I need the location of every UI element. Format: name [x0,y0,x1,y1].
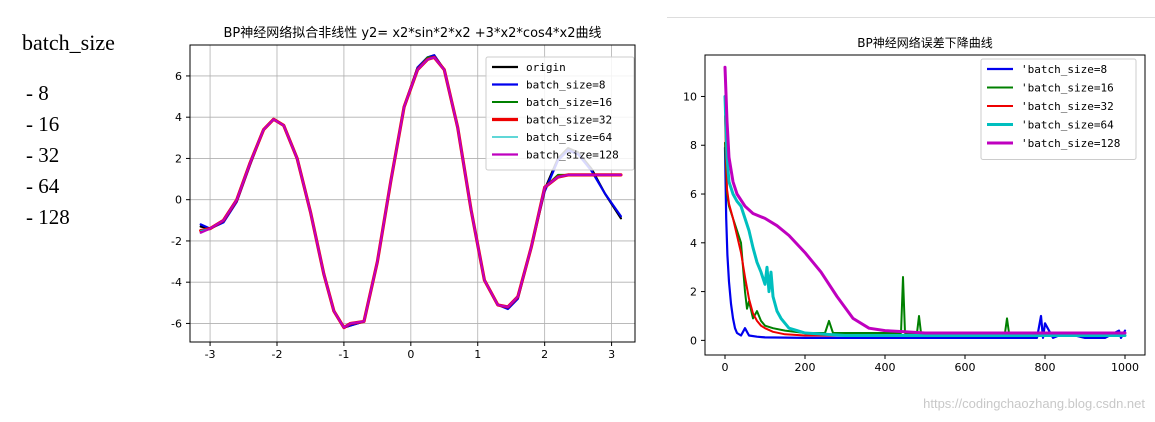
y-tick-label: 0 [690,334,697,347]
x-tick-label: 400 [875,361,896,374]
y-tick-label: 8 [690,139,697,152]
y-tick-label: 0 [175,194,182,207]
batch-size-item-128: - 128 [26,205,70,229]
y-tick-label: 10 [683,90,697,103]
legend-label-batch-size-32: 'batch_size=32 [1021,100,1114,113]
y-tick-label: -2 [171,235,182,248]
x-tick-label: 2 [541,348,548,361]
y-tick-label: 6 [175,70,182,83]
chart-title: BP神经网络拟合非线性 y2= x2*sin*2*x2 +3*x2*cos4*x… [223,25,601,41]
legend-box [485,56,635,171]
legend-label-batch-size-8: 'batch_size=8 [1021,63,1107,76]
x-tick-label: 200 [795,361,816,374]
series-line-batch-size-8 [723,146,1127,339]
y-tick-label: 2 [690,286,697,299]
y-tick-label: -4 [171,276,182,289]
x-tick-label: -2 [272,348,283,361]
batch-size-list: - 8 - 16 - 32 - 64 - 128 [26,78,70,233]
y-tick-label: -6 [171,317,182,330]
legend-label-batch-size-64: 'batch_size=64 [1021,119,1114,132]
y-tick-label: 2 [175,152,182,165]
legend-label-batch-size-8: batch_size=8 [526,79,605,92]
divider [667,17,1155,18]
x-tick-label: 0 [722,361,729,374]
y-tick-label: 4 [690,237,697,250]
legend-label-batch-size-32: batch_size=32 [526,114,612,127]
legend-box [980,58,1137,160]
x-tick-label: -1 [338,348,349,361]
legend-label-batch-size-16: batch_size=16 [526,96,612,109]
legend-label-batch-size-128: batch_size=128 [526,149,619,162]
chart-title: BP神经网络误差下降曲线 [857,35,992,50]
legend-label-batch-size-128: 'batch_size=128 [1021,137,1120,150]
loss-chart: BP神经网络误差下降曲线 0 200 400 600 800 1000 0 2 4 6 8 10 'bat… [683,35,1146,374]
plot-frame [704,54,1146,356]
x-tick-label: 1 [474,348,481,361]
series-line-batch-size-128 [723,65,1127,335]
series-line-batch-size-64 [723,95,1127,337]
plot-frame [189,44,636,343]
watermark: https://codingchaozhang.blog.csdn.net [923,396,1145,411]
legend-label-batch-size-16: 'batch_size=16 [1021,82,1114,95]
series-line-batch-size-128 [199,56,622,329]
y-tick-label: 6 [690,188,697,201]
legend-label-origin: origin [526,61,566,74]
x-tick-label: 1000 [1111,361,1139,374]
batch-size-item-8: - 8 [26,81,49,105]
x-tick-label: 0 [407,348,414,361]
series-line-batch-size-16 [724,141,1126,334]
batch-size-item-32: - 32 [26,143,60,167]
x-tick-label: 600 [955,361,976,374]
x-tick-label: -3 [205,348,216,361]
y-tick-label: 4 [175,111,182,124]
batch-size-item-16: - 16 [26,112,60,136]
batch-size-item-64: - 64 [26,174,60,198]
fit-chart: BP神经网络拟合非线性 y2= x2*sin*2*x2 +3*x2*cos4*x… [171,25,636,361]
x-tick-label: 3 [608,348,615,361]
batch-size-heading: batch_size [22,30,115,55]
x-tick-label: 800 [1035,361,1056,374]
legend-label-batch-size-64: batch_size=64 [526,131,612,144]
